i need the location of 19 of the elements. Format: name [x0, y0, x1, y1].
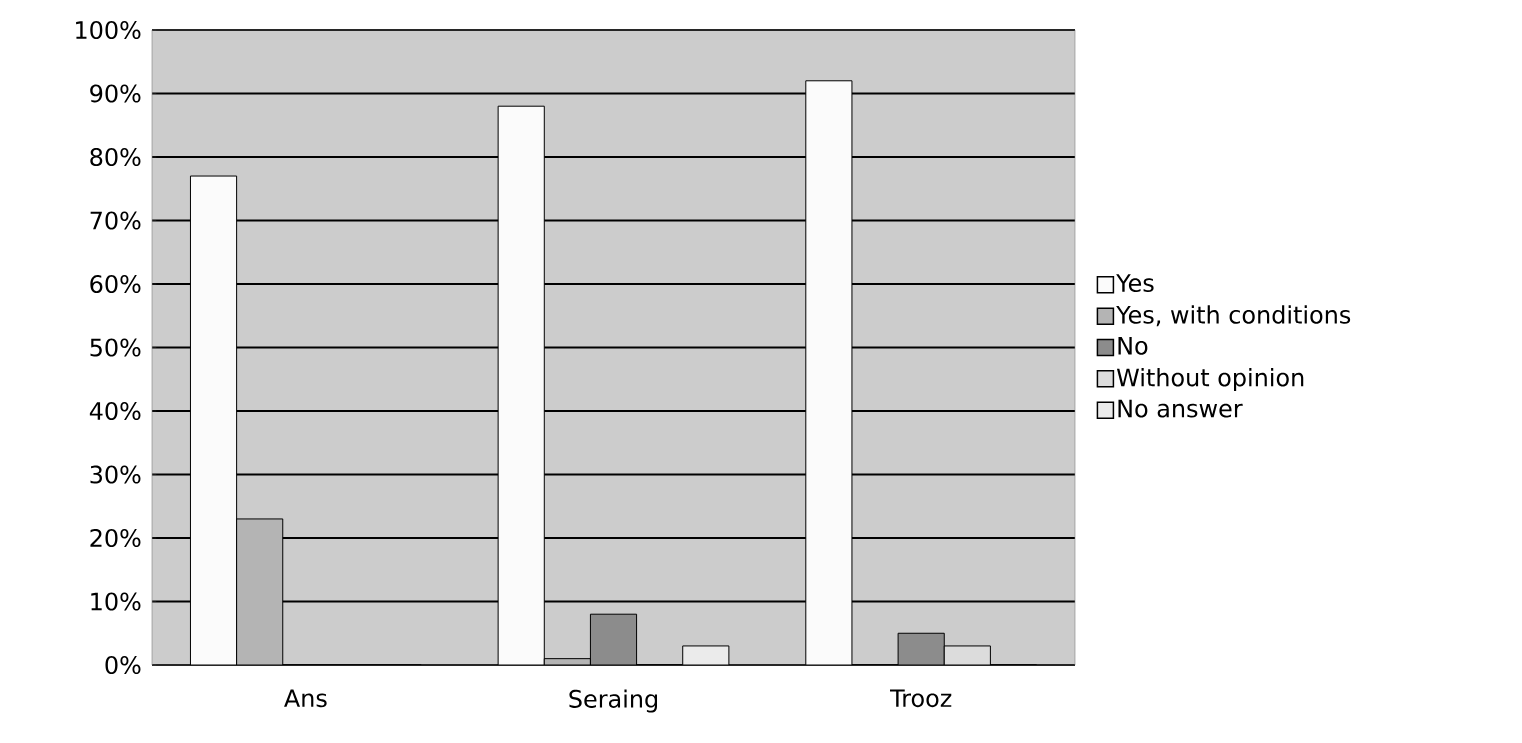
y-tick-label: 40% — [89, 401, 141, 421]
y-tick-label: 60% — [90, 274, 141, 294]
y-tick-label: 70% — [90, 211, 141, 230]
y-tick-label: 0% — [105, 655, 141, 675]
x-tick-label: Seraing — [569, 689, 658, 713]
x-tick-label: Ans — [284, 689, 327, 708]
legend-label: No answer — [1118, 399, 1243, 418]
y-tick-label: 30% — [90, 465, 141, 484]
x-tick-label: Trooz — [890, 689, 952, 708]
y-tick-label: 20% — [90, 528, 141, 548]
legend-label: No — [1118, 337, 1148, 355]
legend-label: Yes — [1116, 274, 1154, 293]
y-tick-label: 10% — [91, 592, 141, 611]
legend-label: Yes, with conditions — [1116, 305, 1351, 327]
y-tick-label: 50% — [90, 338, 141, 357]
y-tick-label: 100% — [76, 20, 141, 40]
y-tick-label: 90% — [90, 84, 141, 103]
y-tick-label: 80% — [90, 147, 141, 167]
legend-label: Without opinion — [1116, 368, 1304, 392]
